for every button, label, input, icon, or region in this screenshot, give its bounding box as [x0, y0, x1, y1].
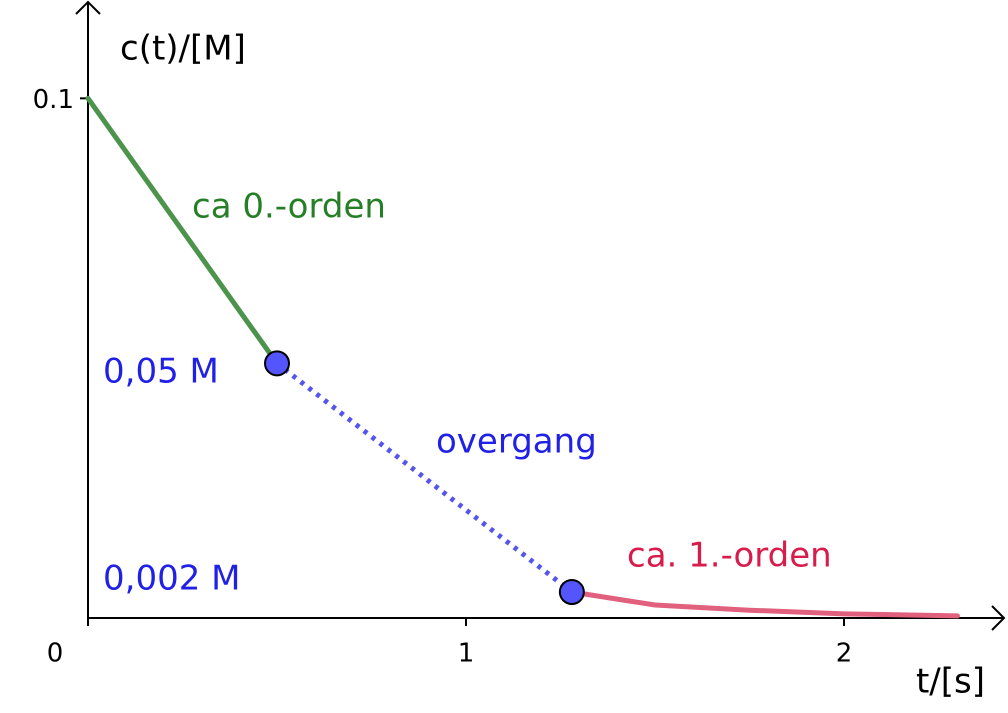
series-line: [85, 95, 280, 366]
annotation: 0,002 M: [103, 559, 240, 599]
point: [264, 350, 291, 377]
x-tick-label: 0: [47, 639, 64, 669]
axes: [75, 0, 1006, 631]
annotation: 0,05 M: [103, 352, 219, 392]
point: [558, 579, 585, 606]
series-line: [569, 589, 960, 619]
x-tick-label: 1: [458, 639, 475, 669]
x-arrow: [991, 605, 1006, 631]
x-tick-label: 2: [836, 639, 853, 669]
series-label: ca 0.-orden: [192, 187, 386, 227]
y-arrow: [75, 0, 101, 15]
x-axis-label: t/[s]: [916, 662, 985, 702]
series-label: ca. 1.-orden: [627, 536, 832, 576]
y-axis-label: c(t)/[M]: [120, 29, 246, 69]
series-line: [275, 361, 574, 594]
y-tick-label: 0.1: [33, 85, 74, 115]
series-label: overgang: [436, 422, 597, 462]
